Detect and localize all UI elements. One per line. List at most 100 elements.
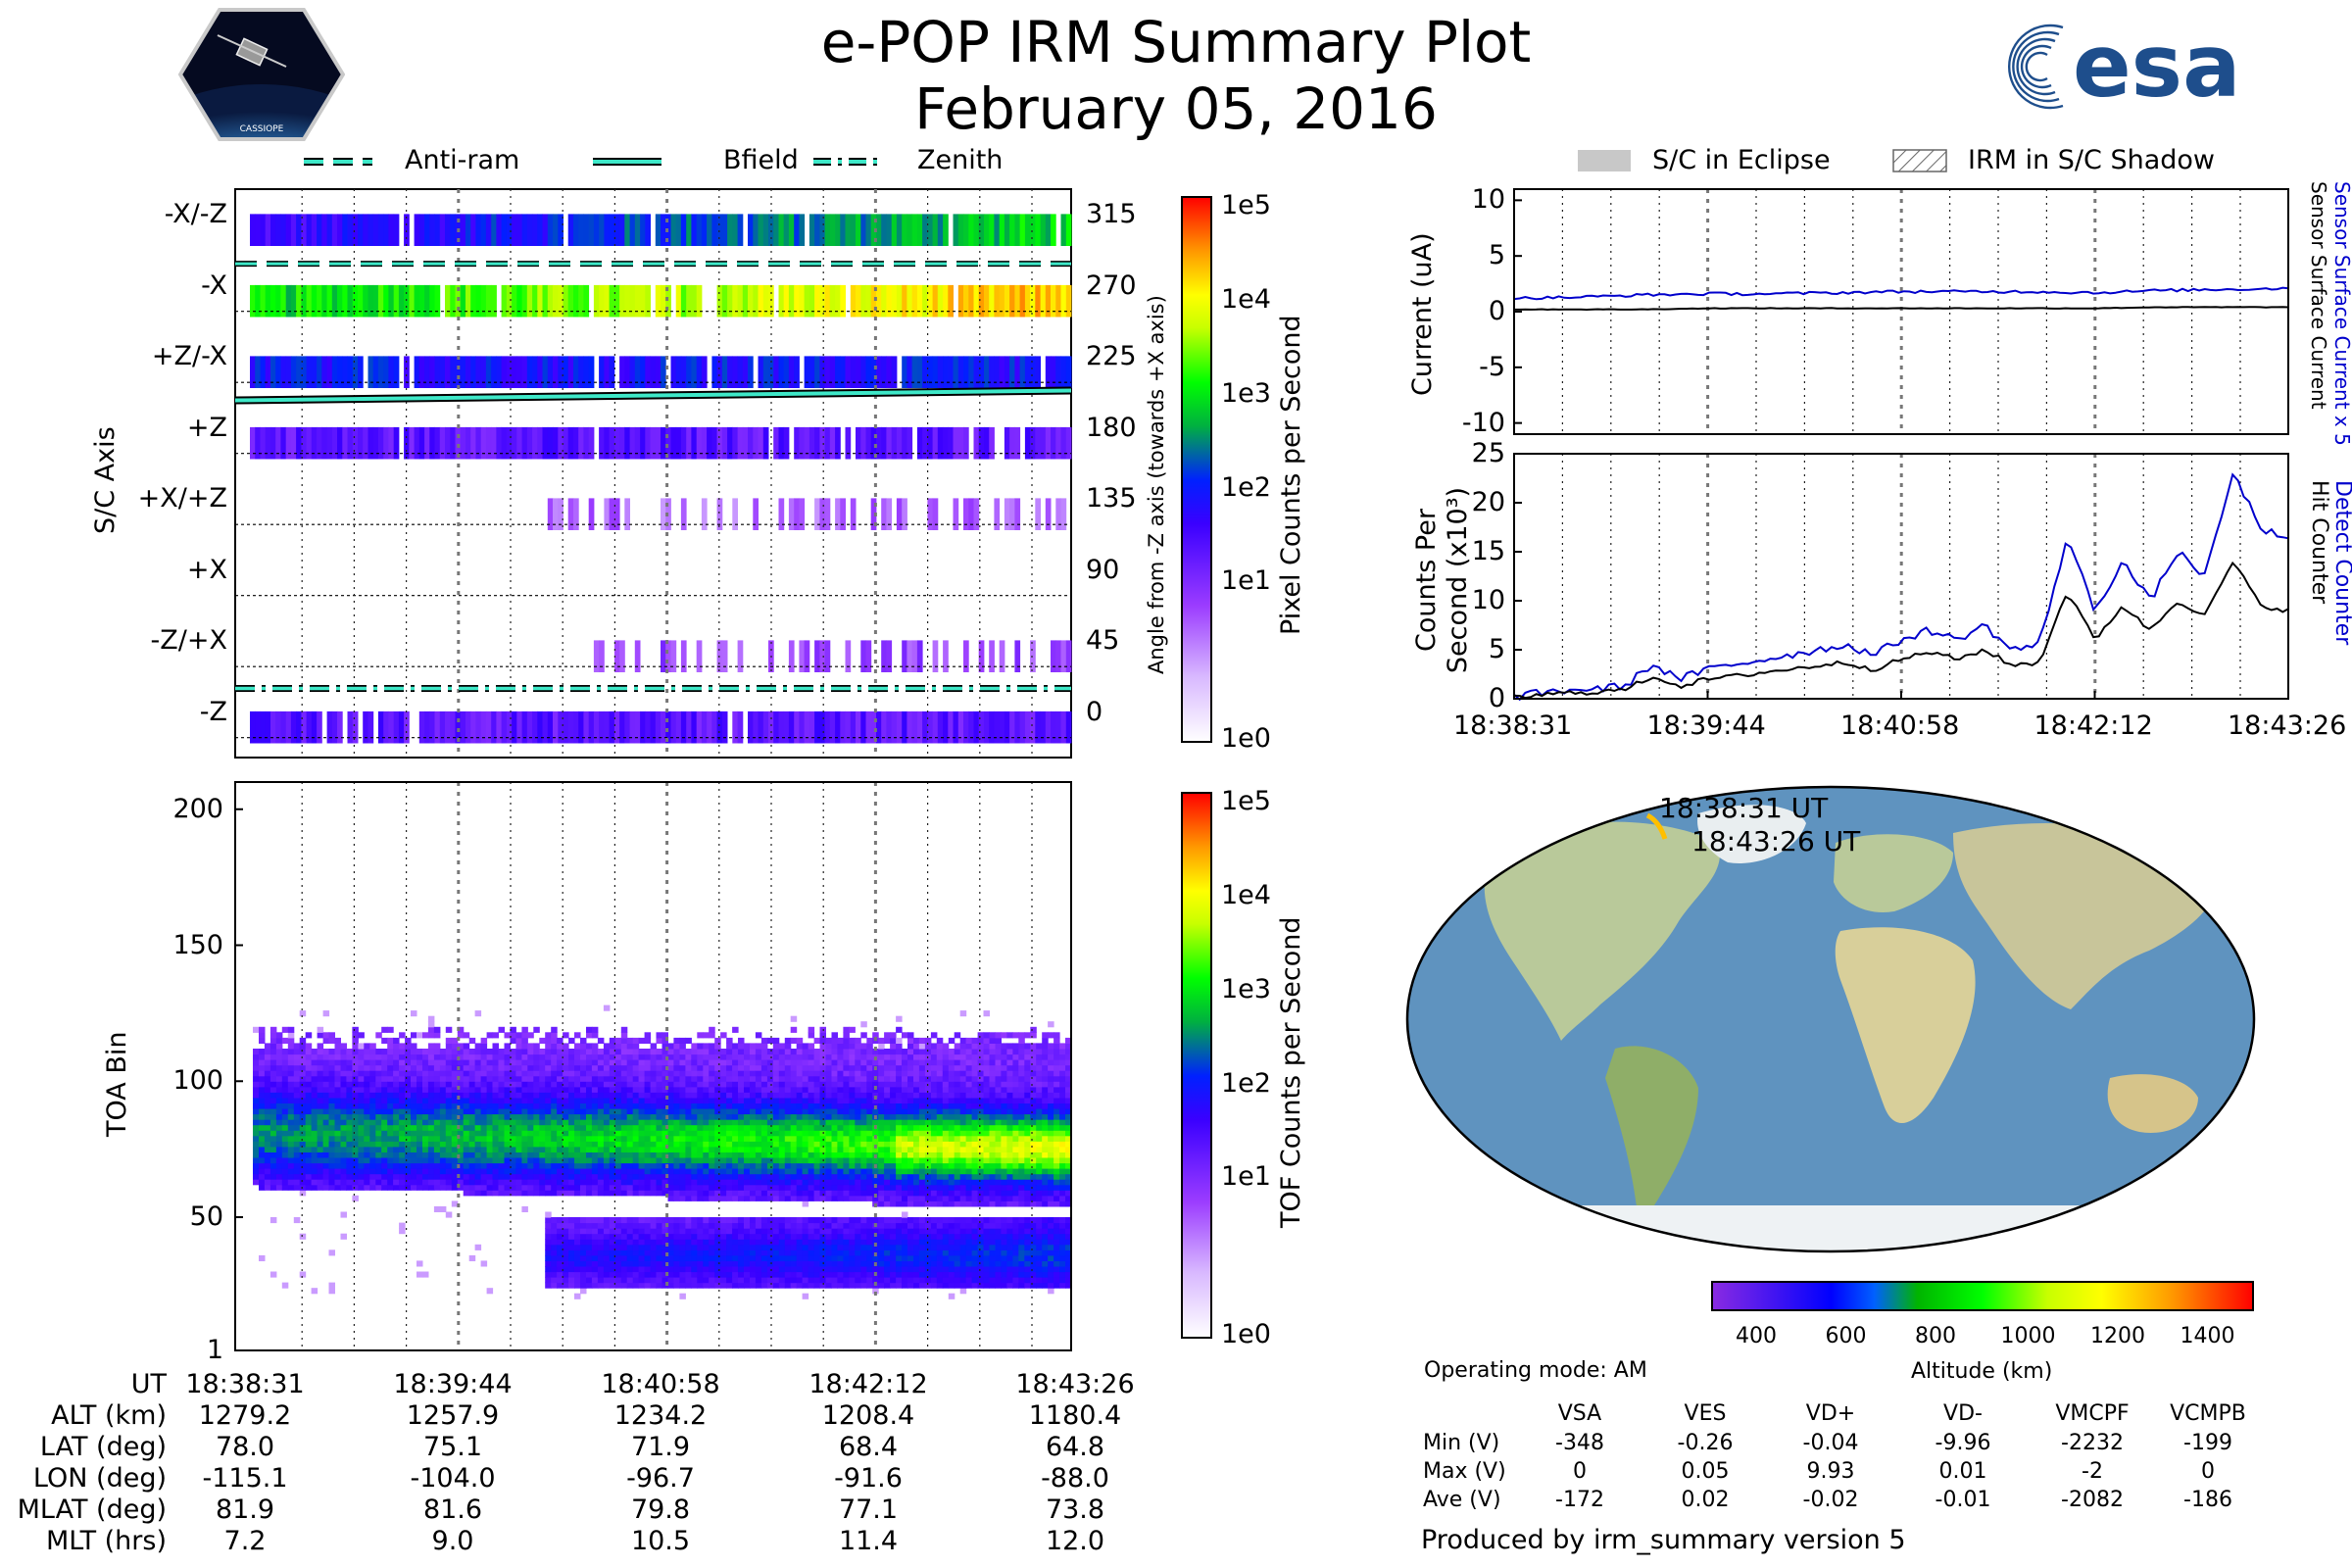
tof-cell [591, 1173, 599, 1180]
tof-cell [586, 1222, 593, 1229]
tof-cell [527, 1179, 534, 1186]
tof-cell [644, 1250, 652, 1256]
tof-cell [744, 1217, 751, 1224]
tof-cell [656, 1049, 662, 1055]
tof-cell [433, 1108, 441, 1115]
tof-cell [480, 1037, 488, 1044]
tof-cell [744, 1135, 751, 1142]
tof-cell [416, 1119, 423, 1126]
tof-cell [463, 1152, 470, 1158]
tof-cell [346, 1162, 353, 1169]
tof-cell [422, 1059, 429, 1066]
tof-cell [738, 1228, 745, 1235]
tof-cell [778, 1146, 786, 1152]
tof-cell [802, 1075, 809, 1082]
tof-cell [533, 1026, 540, 1033]
tof-cell [860, 1021, 867, 1028]
tof-cell [557, 1254, 564, 1261]
tof-cell [825, 1254, 832, 1261]
pixel-cell [707, 710, 712, 744]
tof-cell [281, 1108, 289, 1115]
tof-cell [860, 1152, 867, 1158]
tof-cell [679, 1228, 686, 1235]
pixel-cell [902, 710, 907, 744]
tof-cell [760, 1233, 768, 1240]
pixel-cell [445, 214, 451, 246]
pixel-cell [645, 214, 651, 246]
tof-cell [580, 1054, 587, 1060]
tof-cell [778, 1135, 786, 1142]
tof-cell [580, 1190, 587, 1197]
tof-cell [802, 1086, 809, 1093]
tof-cell [691, 1277, 698, 1284]
tof-cell [819, 1141, 826, 1148]
tof-cell [667, 1162, 674, 1169]
tof-cell [691, 1195, 698, 1201]
tof-cell [574, 1239, 581, 1246]
pixel-cell [337, 426, 343, 460]
tof-cell [486, 1070, 494, 1077]
tof-cell [311, 1173, 318, 1180]
tof-cell [480, 1059, 488, 1066]
tof-cell [305, 1070, 313, 1077]
tof-cell [673, 1157, 680, 1164]
tof-cell [860, 1157, 867, 1164]
pixel-cell [619, 426, 625, 460]
tof-cell [387, 1162, 394, 1169]
tof-cell [259, 1135, 266, 1142]
tof-cell [614, 1162, 622, 1169]
tof-cell [609, 1157, 616, 1164]
pixel-cell [916, 356, 923, 388]
tof-cell [504, 1049, 511, 1055]
tof-cell [896, 1195, 903, 1201]
tof-cell [521, 1168, 528, 1175]
tof-cell [264, 1179, 271, 1186]
tof-cell [720, 1113, 727, 1120]
pixel-cell [794, 214, 800, 246]
tof-cell [609, 1277, 616, 1284]
tof-cell [890, 1032, 897, 1039]
tof-cell [317, 1179, 324, 1186]
tof-cell [399, 1146, 406, 1152]
tof-cell [638, 1102, 646, 1109]
tof-cell [445, 1049, 453, 1055]
tof-cell [364, 1102, 370, 1109]
tof-cell [369, 1059, 376, 1066]
pixel-cell [984, 426, 990, 460]
tof-cell [656, 1168, 662, 1175]
tof-cell [825, 1054, 832, 1060]
tof-cell [311, 1108, 318, 1115]
tof-cell [551, 1254, 558, 1261]
tof-cell [322, 1097, 330, 1103]
tof-cell [515, 1043, 522, 1050]
tof-cell [866, 1244, 873, 1250]
pixel-cell [629, 284, 636, 318]
tof-cell [259, 1146, 266, 1152]
tof-cell [492, 1184, 499, 1191]
tof-cell [275, 1141, 283, 1148]
tof-cell [557, 1108, 564, 1115]
tof-cell [843, 1152, 850, 1158]
tof-cell [884, 1200, 891, 1207]
tof-cell [884, 1190, 891, 1197]
tof-cell [860, 1119, 867, 1126]
tof-cell [580, 1135, 587, 1142]
tof-cell [760, 1059, 768, 1066]
tof-cell [311, 1054, 318, 1060]
tof-cell [358, 1119, 365, 1126]
pixel-cell [512, 356, 517, 388]
tof-cell [375, 1075, 382, 1082]
tof-cell [609, 1119, 616, 1126]
tof-cell [755, 1222, 762, 1229]
tof-cell [866, 1037, 873, 1044]
tof-cell [738, 1168, 745, 1175]
tof-cell [580, 1081, 587, 1088]
tof-cell [533, 1108, 540, 1115]
tof-cell [340, 1081, 347, 1088]
pixel-cell [973, 498, 980, 530]
tof-cell [662, 1244, 668, 1250]
pixel-cell [675, 284, 682, 318]
tof-cell [667, 1179, 674, 1186]
pixel-cell [393, 426, 400, 460]
tof-cell [709, 1124, 715, 1131]
